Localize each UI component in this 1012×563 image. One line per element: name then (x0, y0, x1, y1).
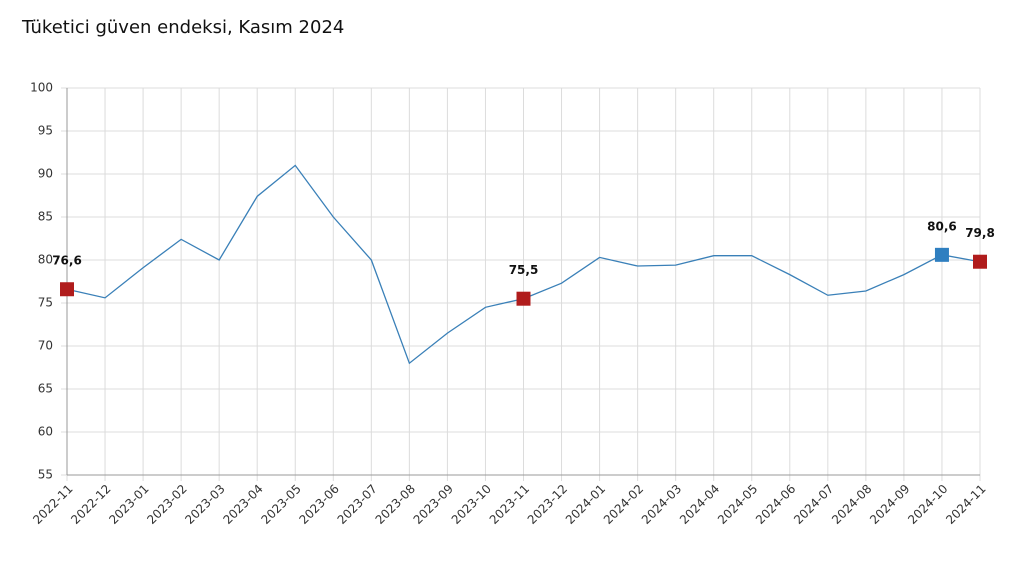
y-tick-label: 90 (38, 167, 53, 181)
x-tick-label: 2024-10 (905, 482, 950, 527)
value-label: 79,8 (965, 226, 995, 240)
chart-title: Tüketici güven endeksi, Kasım 2024 (21, 17, 344, 38)
x-tick-label: 2024-03 (639, 482, 684, 527)
y-tick-label: 80 (38, 253, 53, 267)
value-label: 76,6 (52, 254, 82, 268)
x-tick-label: 2023-12 (525, 482, 570, 527)
x-tick-label: 2024-05 (715, 482, 760, 527)
x-tick-label: 2023-03 (182, 482, 227, 527)
x-tick-label: 2024-02 (601, 482, 646, 527)
point-marker (516, 291, 531, 306)
x-tick-label: 2022-11 (30, 482, 75, 527)
x-tick-label: 2023-01 (106, 482, 151, 527)
value-label: 75,5 (509, 263, 539, 277)
x-tick-label: 2022-12 (68, 482, 113, 527)
y-tick-label: 70 (38, 339, 53, 353)
point-marker (973, 254, 987, 269)
x-tick-label: 2024-09 (867, 482, 912, 527)
x-tick-label: 2023-08 (373, 482, 418, 527)
y-tick-label: 60 (38, 425, 53, 439)
y-tick-label: 85 (38, 210, 53, 224)
y-tick-label: 100 (30, 81, 53, 95)
value-label: 80,6 (927, 219, 957, 233)
point-marker (934, 247, 949, 262)
x-tick-label: 2024-04 (677, 482, 722, 527)
x-tick-label: 2024-06 (753, 482, 798, 527)
x-tick-label: 2023-05 (258, 482, 303, 527)
x-tick-label: 2024-08 (829, 482, 874, 527)
y-tick-label: 75 (38, 296, 53, 310)
x-tick-label: 2024-11 (943, 482, 988, 527)
x-tick-label: 2023-06 (297, 482, 342, 527)
y-tick-label: 55 (38, 468, 53, 482)
x-tick-label: 2024-01 (563, 482, 608, 527)
x-tick-label: 2024-07 (791, 482, 836, 527)
x-tick-label: 2023-11 (487, 482, 532, 527)
point-marker (60, 282, 74, 297)
x-tick-label: 2023-09 (411, 482, 456, 527)
x-tick-label: 2023-10 (449, 482, 494, 527)
x-tick-label: 2023-02 (144, 482, 189, 527)
y-tick-label: 65 (38, 382, 53, 396)
y-tick-label: 95 (38, 124, 53, 138)
x-tick-label: 2023-07 (335, 482, 380, 527)
x-tick-label: 2023-04 (220, 482, 265, 527)
